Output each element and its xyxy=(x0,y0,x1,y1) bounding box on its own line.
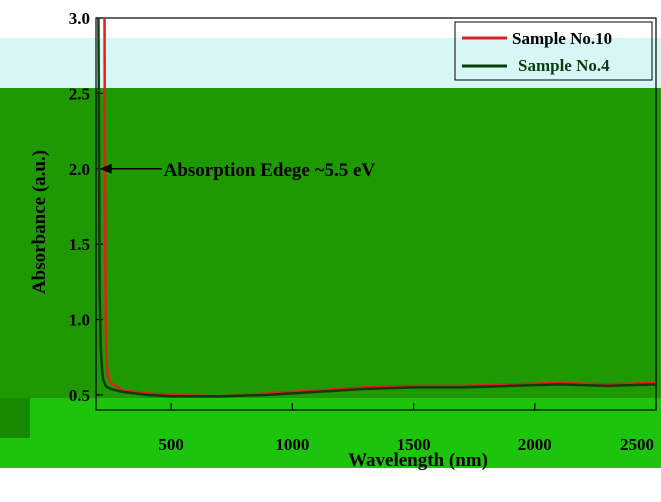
y-tick-label: 0.5 xyxy=(69,386,90,405)
y-tick-label: 2.5 xyxy=(69,84,90,103)
annotation-text: Absorption Edege ~5.5 eV xyxy=(164,160,376,181)
legend: Sample No.10 Sample No.4 xyxy=(454,21,653,81)
y-tick-label: 2.0 xyxy=(69,160,90,179)
y-tick-label: 3.0 xyxy=(69,9,90,28)
y-axis-ticks: 0.5 1.0 1.5 2.0 2.5 3.0 xyxy=(69,9,103,405)
x-tick-label: 1000 xyxy=(275,435,309,454)
x-tick-label: 500 xyxy=(158,435,184,454)
annotation-group: Absorption Edege ~5.5 eV xyxy=(99,160,376,181)
x-tick-label: 2500 xyxy=(620,435,654,454)
legend-label-sample-10: Sample No.10 xyxy=(512,29,612,48)
y-axis-title: Absorbance (a.u.) xyxy=(29,150,50,294)
x-tick-label: 2000 xyxy=(518,435,552,454)
series-line-sample-10 xyxy=(103,17,657,398)
legend-box xyxy=(454,21,653,81)
x-axis-ticks: 500 1000 1500 2000 2500 xyxy=(158,403,657,454)
y-tick-label: 1.0 xyxy=(69,311,90,330)
x-axis-title: Wavelength (nm) xyxy=(348,450,488,471)
main-green-panel xyxy=(0,88,661,398)
y-tick-label: 1.5 xyxy=(69,235,90,254)
x-tick-label: 1500 xyxy=(397,435,431,454)
left-dark-strip xyxy=(0,398,30,438)
series-layer xyxy=(97,17,657,398)
series-line-sample-4 xyxy=(97,17,657,398)
annotation-arrowhead xyxy=(99,163,112,174)
legend-label-sample-4: Sample No.4 xyxy=(518,56,610,75)
plot-frame xyxy=(95,17,657,411)
lower-green-panel xyxy=(0,398,661,468)
